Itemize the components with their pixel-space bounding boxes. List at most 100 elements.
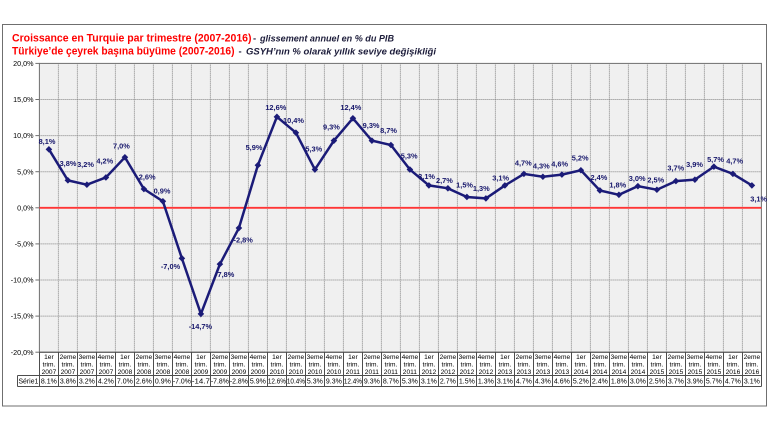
svg-text:trim.: trim. [555,362,568,369]
svg-text:2007: 2007 [80,369,95,376]
svg-text:7.0%: 7.0% [117,379,133,386]
svg-text:trim.: trim. [707,362,720,369]
svg-text:4,2%: 4,2% [96,157,113,166]
svg-text:4eme: 4eme [402,354,419,361]
svg-text:1,3%: 1,3% [473,184,490,193]
svg-text:2008: 2008 [137,369,152,376]
svg-text:8.7%: 8.7% [383,379,399,386]
svg-text:1er: 1er [728,354,738,361]
svg-text:trim.: trim. [175,362,188,369]
svg-text:2007: 2007 [42,369,57,376]
svg-text:3eme: 3eme [231,354,248,361]
svg-text:1.8%: 1.8% [611,379,627,386]
svg-text:1er: 1er [576,354,586,361]
svg-text:trim.: trim. [650,362,663,369]
svg-text:10.4%: 10.4% [287,379,305,386]
svg-text:7,0%: 7,0% [113,142,130,151]
svg-text:3,7%: 3,7% [667,164,684,173]
svg-text:8,1%: 8,1% [39,137,56,146]
svg-text:trim.: trim. [213,362,226,369]
svg-text:5,7%: 5,7% [707,155,724,164]
svg-text:2016: 2016 [726,369,741,376]
svg-text:trim.: trim. [270,362,283,369]
svg-text:5.7%: 5.7% [706,379,722,386]
svg-text:4.3%: 4.3% [535,379,551,386]
svg-text:8,7%: 8,7% [380,126,397,135]
svg-text:4,3%: 4,3% [533,161,550,170]
svg-text:trim.: trim. [479,362,492,369]
svg-text:2011: 2011 [403,369,418,376]
svg-text:15,0%: 15,0% [13,95,34,104]
svg-text:2eme: 2eme [136,354,153,361]
svg-text:-: - [253,33,256,44]
svg-text:2013: 2013 [498,369,513,376]
svg-text:trim.: trim. [232,362,245,369]
svg-text:0,0%: 0,0% [17,203,34,212]
svg-text:3eme: 3eme [687,354,704,361]
svg-text:trim.: trim. [631,362,644,369]
svg-text:trim.: trim. [688,362,701,369]
svg-text:3.9%: 3.9% [687,379,703,386]
svg-text:2eme: 2eme [668,354,685,361]
svg-text:trim.: trim. [346,362,359,369]
svg-text:3.2%: 3.2% [79,379,95,386]
svg-text:10,4%: 10,4% [283,116,304,125]
svg-text:2,5%: 2,5% [647,176,664,185]
svg-text:8.1%: 8.1% [41,379,57,386]
svg-text:4eme: 4eme [630,354,647,361]
svg-text:1er: 1er [500,354,510,361]
svg-text:-7,0%: -7,0% [161,262,181,271]
svg-text:trim.: trim. [80,362,93,369]
svg-text:-15,0%: -15,0% [11,312,34,321]
svg-text:-7.0%: -7.0% [173,379,191,386]
svg-text:3,1%: 3,1% [418,172,435,181]
svg-text:1er: 1er [424,354,434,361]
svg-text:2,6%: 2,6% [139,173,156,182]
svg-text:trim.: trim. [365,362,378,369]
svg-text:trim.: trim. [460,362,473,369]
svg-text:2014: 2014 [574,369,589,376]
svg-text:9.3%: 9.3% [326,379,342,386]
svg-text:2016: 2016 [745,369,760,376]
svg-text:2009: 2009 [232,369,247,376]
svg-text:4.7%: 4.7% [725,379,741,386]
svg-text:trim.: trim. [384,362,397,369]
svg-text:2010: 2010 [270,369,285,376]
svg-text:trim.: trim. [137,362,150,369]
svg-text:3eme: 3eme [79,354,96,361]
svg-text:2eme: 2eme [364,354,381,361]
svg-text:2eme: 2eme [744,354,761,361]
svg-text:trim.: trim. [403,362,416,369]
svg-text:Türkiye’de çeyrek başına büyüm: Türkiye’de çeyrek başına büyüme (2007-20… [12,46,235,58]
svg-text:3eme: 3eme [459,354,476,361]
svg-text:2014: 2014 [612,369,627,376]
svg-text:2008: 2008 [118,369,133,376]
svg-text:3eme: 3eme [155,354,172,361]
svg-text:9.3%: 9.3% [364,379,380,386]
svg-text:3eme: 3eme [535,354,552,361]
svg-text:trim.: trim. [593,362,606,369]
svg-text:4eme: 4eme [250,354,267,361]
svg-text:5.3%: 5.3% [307,379,323,386]
svg-text:12,6%: 12,6% [265,103,286,112]
svg-text:-5,0%: -5,0% [15,240,34,249]
svg-text:5,0%: 5,0% [17,167,34,176]
svg-text:4.2%: 4.2% [98,379,114,386]
svg-text:-20,0%: -20,0% [11,348,34,357]
svg-text:trim.: trim. [612,362,625,369]
svg-text:-: - [239,47,242,58]
svg-text:trim.: trim. [745,362,758,369]
svg-text:trim.: trim. [156,362,169,369]
svg-text:trim.: trim. [498,362,511,369]
svg-text:2011: 2011 [346,369,361,376]
svg-text:2eme: 2eme [440,354,457,361]
svg-text:4eme: 4eme [174,354,191,361]
svg-text:1er: 1er [196,354,206,361]
svg-text:3.1%: 3.1% [497,379,513,386]
svg-text:trim.: trim. [669,362,682,369]
svg-text:trim.: trim. [441,362,454,369]
svg-text:2013: 2013 [517,369,532,376]
svg-text:2011: 2011 [384,369,399,376]
svg-text:4eme: 4eme [554,354,571,361]
svg-text:3,2%: 3,2% [77,160,94,169]
